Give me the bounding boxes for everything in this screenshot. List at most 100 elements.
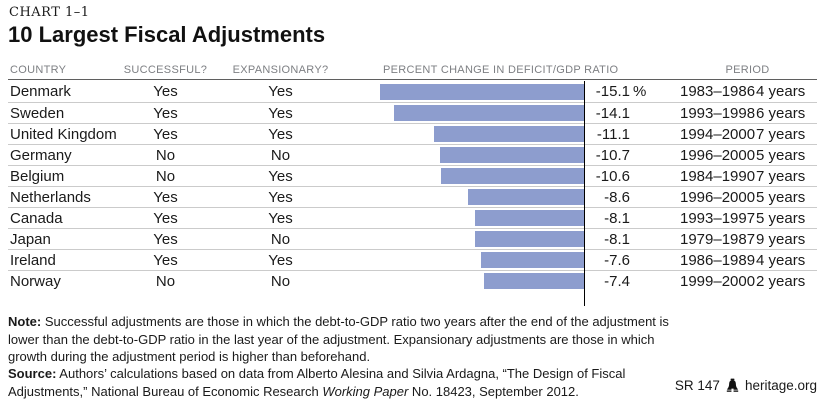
- duration-cell: 5 years: [756, 209, 806, 227]
- successful-cell: Yes: [153, 251, 178, 269]
- bar-cell: [348, 229, 584, 249]
- table-row: Japan Yes No -8.1 1979–1987 9 years: [8, 228, 817, 249]
- note-label: Note:: [8, 314, 42, 329]
- table-row: Netherlands Yes Yes -8.6 1996–2000 5 yea…: [8, 186, 817, 207]
- table-row: Canada Yes Yes -8.1 1993–1997 5 years: [8, 207, 817, 228]
- deficit-bar: [475, 210, 584, 226]
- deficit-bar: [481, 252, 584, 268]
- zero-baseline: [583, 81, 585, 306]
- deficit-bar: [441, 168, 584, 184]
- successful-cell: Yes: [153, 230, 178, 248]
- successful-cell: No: [155, 146, 176, 164]
- site-link[interactable]: heritage.org: [744, 378, 817, 393]
- country-cell: Denmark: [10, 83, 71, 100]
- report-credit: SR 147 heritage.org: [675, 378, 817, 393]
- column-header-country: COUNTRY: [10, 64, 67, 76]
- duration-cell: 7 years: [756, 125, 806, 143]
- table-row: Norway No No -7.4 1999–2000 2 years: [8, 270, 817, 291]
- bar-cell: [348, 81, 584, 102]
- country-cell: Sweden: [10, 104, 65, 122]
- table-row: Denmark Yes Yes -15.1 % 1983–1986 4 year…: [8, 81, 817, 102]
- column-header-successful: SUCCESSFUL?: [123, 64, 208, 76]
- period-cell: 1983–1986: [680, 83, 756, 100]
- successful-cell: Yes: [153, 125, 178, 143]
- successful-cell: Yes: [153, 83, 178, 100]
- value-cell: -8.1: [604, 230, 630, 248]
- deficit-bar: [468, 189, 584, 205]
- value-cell: -8.1: [604, 209, 630, 227]
- expansionary-cell: Yes: [268, 104, 293, 122]
- period-cell: 1984–1990: [680, 167, 756, 185]
- table-row: Ireland Yes Yes -7.6 1986–1989 4 years: [8, 249, 817, 270]
- period-cell: 1994–2000: [680, 125, 756, 143]
- bar-cell: [348, 103, 584, 123]
- expansionary-cell: Yes: [268, 125, 293, 143]
- column-header-period: PERIOD: [725, 64, 770, 76]
- value-cell: -10.7: [595, 146, 630, 164]
- value-cell: -11.1: [596, 125, 630, 143]
- table-row: Belgium No Yes -10.6 1984–1990 7 years: [8, 165, 817, 186]
- column-header-percent-change: PERCENT CHANGE IN DEFICIT/GDP RATIO: [383, 64, 619, 76]
- period-cell: 1986–1989: [680, 251, 756, 269]
- deficit-bar: [394, 105, 584, 121]
- table-row: Germany No No -10.7 1996–2000 5 years: [8, 144, 817, 165]
- successful-cell: No: [155, 272, 176, 290]
- period-cell: 1996–2000: [680, 146, 756, 164]
- value-suffix: %: [633, 83, 647, 100]
- table-header-row: COUNTRY SUCCESSFUL? EXPANSIONARY? PERCEN…: [8, 62, 817, 80]
- bar-cell: [348, 208, 584, 228]
- duration-cell: 5 years: [756, 146, 806, 164]
- column-header-expansionary: EXPANSIONARY?: [232, 64, 329, 76]
- report-id: SR 147: [674, 378, 720, 393]
- value-cell: -7.6: [604, 251, 630, 269]
- period-cell: 1999–2000: [680, 272, 756, 290]
- successful-cell: Yes: [153, 209, 178, 227]
- source-label: Source:: [8, 366, 57, 381]
- deficit-bar: [484, 273, 584, 289]
- expansionary-cell: Yes: [268, 188, 293, 206]
- duration-cell: 4 years: [756, 83, 806, 100]
- country-cell: Belgium: [10, 167, 65, 185]
- country-cell: Germany: [10, 146, 72, 164]
- value-cell: -10.6: [595, 167, 630, 185]
- deficit-bar: [434, 126, 584, 142]
- bar-cell: [348, 250, 584, 270]
- duration-cell: 9 years: [756, 230, 806, 248]
- duration-cell: 7 years: [756, 167, 806, 185]
- deficit-bar: [475, 231, 584, 247]
- bar-cell: [348, 271, 584, 291]
- expansionary-cell: Yes: [268, 251, 293, 269]
- bar-cell: [348, 145, 584, 165]
- country-cell: Netherlands: [10, 188, 91, 206]
- value-cell: -8.6: [604, 188, 630, 206]
- bar-cell: [348, 166, 584, 186]
- period-cell: 1979–1987: [680, 230, 756, 248]
- expansionary-cell: No: [270, 230, 291, 248]
- period-cell: 1993–1997: [680, 209, 756, 227]
- expansionary-cell: Yes: [268, 83, 293, 100]
- country-cell: United Kingdom: [10, 125, 117, 143]
- country-cell: Japan: [10, 230, 51, 248]
- liberty-bell-icon: [725, 378, 740, 393]
- period-cell: 1996–2000: [680, 188, 756, 206]
- successful-cell: Yes: [153, 188, 178, 206]
- duration-cell: 4 years: [756, 251, 806, 269]
- table-row: United Kingdom Yes Yes -11.1 1994–2000 7…: [8, 123, 817, 144]
- value-cell: -14.1: [595, 104, 630, 122]
- successful-cell: Yes: [153, 104, 178, 122]
- note-text: Note: Successful adjustments are those i…: [8, 314, 669, 364]
- table-body: Denmark Yes Yes -15.1 % 1983–1986 4 year…: [8, 81, 817, 291]
- value-cell: -7.4: [604, 272, 630, 290]
- expansionary-cell: Yes: [268, 209, 293, 227]
- chart-number: CHART 1–1: [9, 5, 90, 20]
- successful-cell: No: [155, 167, 176, 185]
- country-cell: Norway: [10, 272, 61, 290]
- page-title: 10 Largest Fiscal Adjustments: [8, 22, 326, 47]
- expansionary-cell: Yes: [268, 167, 293, 185]
- value-cell: -15.1: [595, 83, 630, 100]
- bar-cell: [348, 187, 584, 207]
- country-cell: Canada: [10, 209, 63, 227]
- source-text: Source: Authors’ calculations based on d…: [8, 366, 626, 399]
- duration-cell: 5 years: [756, 188, 806, 206]
